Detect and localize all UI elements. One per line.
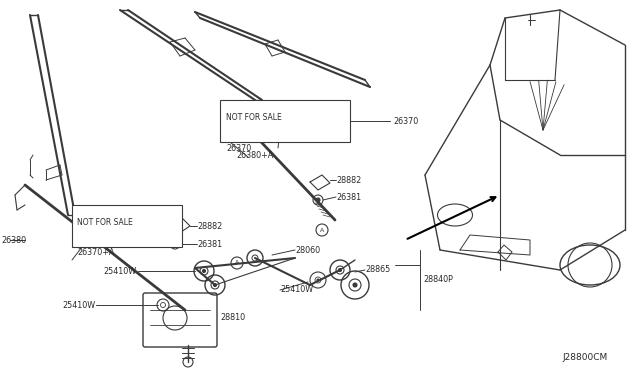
- Text: 28865: 28865: [365, 266, 390, 275]
- Circle shape: [173, 242, 177, 246]
- Text: A: A: [235, 260, 239, 266]
- Text: NOT FOR SALE: NOT FOR SALE: [77, 218, 132, 227]
- Circle shape: [202, 269, 205, 273]
- Text: 26370+A: 26370+A: [77, 247, 115, 257]
- Text: 26381: 26381: [197, 240, 222, 248]
- Bar: [220, 100, 350, 142]
- Circle shape: [316, 198, 320, 202]
- Text: 26370: 26370: [226, 144, 252, 153]
- Text: A: A: [320, 228, 324, 232]
- Text: 28840P: 28840P: [423, 276, 453, 285]
- Text: J28800CM: J28800CM: [563, 353, 608, 362]
- Circle shape: [339, 269, 342, 272]
- Text: 26381: 26381: [336, 192, 361, 202]
- Text: 28060: 28060: [295, 246, 320, 254]
- Text: 26370: 26370: [393, 116, 419, 125]
- Circle shape: [353, 283, 357, 287]
- Circle shape: [214, 283, 216, 286]
- Text: 28882: 28882: [336, 176, 361, 185]
- Text: 25410W: 25410W: [280, 285, 313, 295]
- Text: NOT FOR SALE: NOT FOR SALE: [226, 112, 282, 122]
- Text: 28810: 28810: [220, 314, 245, 323]
- Text: 26380+A: 26380+A: [236, 151, 274, 160]
- Circle shape: [317, 279, 319, 281]
- Text: 28882: 28882: [197, 221, 222, 231]
- Text: 25410W: 25410W: [104, 266, 137, 276]
- Text: 26380: 26380: [1, 235, 26, 244]
- Text: 25410W: 25410W: [62, 301, 95, 310]
- Bar: [72, 205, 182, 247]
